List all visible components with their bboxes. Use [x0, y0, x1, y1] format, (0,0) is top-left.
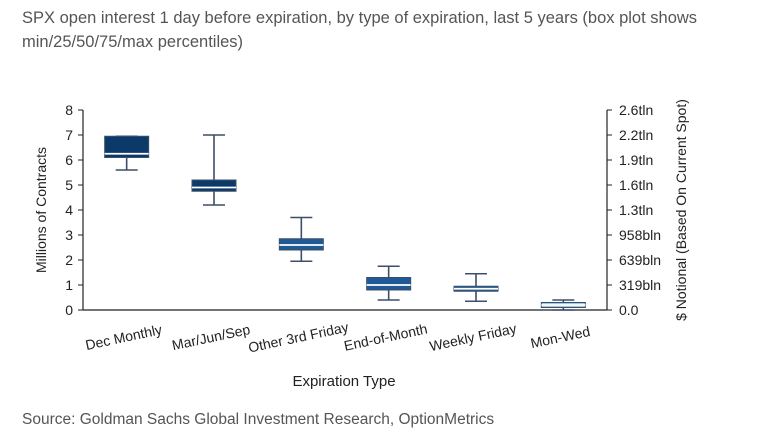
source-note: Source: Goldman Sachs Global Investment …	[22, 411, 495, 428]
y-tick-label: 1	[65, 277, 73, 293]
y-tick-label: 7	[65, 127, 73, 143]
box-iqr	[191, 179, 237, 192]
box-end-of-month	[366, 265, 412, 301]
box-mon-wed	[540, 299, 586, 311]
y-tick-label: 2	[65, 252, 73, 268]
box-mar-jun-sep	[191, 134, 237, 206]
y-right-tick-label: 1.6tln	[619, 177, 653, 193]
y-right-tick-label: 639bln	[619, 252, 661, 268]
boxes	[104, 134, 586, 311]
y-tick-label: 0	[65, 302, 73, 318]
x-category-label: Mon-Wed	[529, 323, 591, 351]
y-tick-label: 8	[65, 102, 73, 118]
box-iqr	[366, 277, 412, 291]
y-right-tick-label: 1.3tln	[619, 202, 653, 218]
y-tick-label: 3	[65, 227, 73, 243]
y-right-tick-label: 2.6tln	[619, 102, 653, 118]
y-right-tick-label: 1.9tln	[619, 152, 653, 168]
y-axis-right-label: $ Notional (Based On Current Spot)	[673, 99, 689, 321]
x-category-label: Weekly Friday	[428, 320, 518, 354]
y-right-tick-label: 319bln	[619, 277, 661, 293]
axes: 0 1 2 3 4 5 6 7 8 0.0 319bln 639bln 958bln 1.3tln 1.6t…	[65, 102, 661, 356]
x-category-label: End-of-Month	[342, 320, 428, 353]
y-tick-label: 5	[65, 177, 73, 193]
y-axis-label: Millions of Contracts	[33, 147, 49, 273]
x-axis-label: Expiration Type	[292, 373, 395, 390]
chart-title: SPX open interest 1 day before expiratio…	[22, 9, 698, 51]
x-category-label: Mar/Jun/Sep	[170, 321, 251, 353]
y-tick-label: 4	[65, 202, 73, 218]
box-iqr	[104, 135, 150, 158]
x-category-label: Dec Monthly	[84, 321, 163, 353]
box-other-3rd-friday	[278, 216, 324, 263]
y-right-tick-label: 0.0	[619, 302, 639, 318]
y-tick-label: 6	[65, 152, 73, 168]
x-category-label: Other 3rd Friday	[247, 319, 350, 356]
y-right-tick-label: 958bln	[619, 227, 661, 243]
y-right-tick-label: 2.2tln	[619, 127, 653, 143]
box-weekly-friday	[453, 272, 499, 303]
box-dec-monthly	[104, 135, 150, 171]
